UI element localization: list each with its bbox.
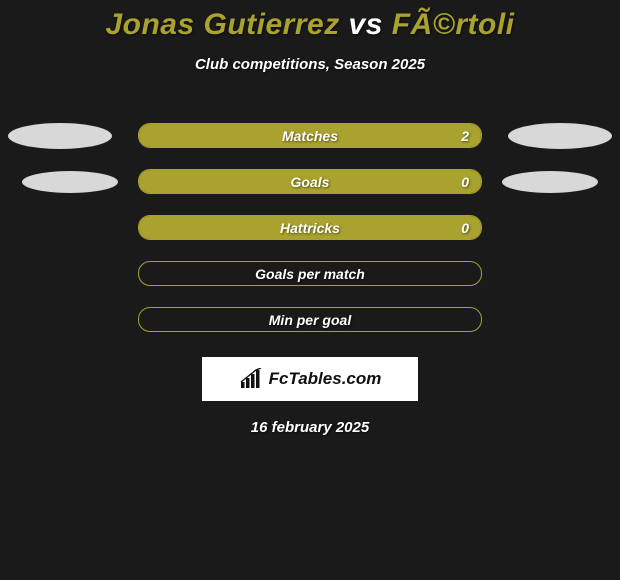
title-vs: vs bbox=[340, 8, 392, 41]
page-title: Jonas Gutierrez vs FÃ©rtoli bbox=[0, 8, 620, 42]
brand-text: FcTables.com bbox=[269, 369, 382, 389]
stat-row: Goals per match bbox=[0, 255, 620, 301]
stat-bar: Min per goal bbox=[138, 307, 482, 332]
chart-icon bbox=[239, 368, 265, 390]
stat-bar: Goals0 bbox=[138, 169, 482, 194]
stat-label: Min per goal bbox=[139, 308, 481, 331]
stat-bar: Goals per match bbox=[138, 261, 482, 286]
stat-label: Matches bbox=[139, 124, 481, 147]
player-left: Jonas Gutierrez bbox=[105, 8, 339, 41]
stat-bar: Matches2 bbox=[138, 123, 482, 148]
player-right: FÃ©rtoli bbox=[392, 8, 515, 41]
stat-label: Hattricks bbox=[139, 216, 481, 239]
stat-label: Goals bbox=[139, 170, 481, 193]
right-value-ellipse bbox=[508, 123, 612, 149]
stat-value-right: 0 bbox=[461, 216, 469, 239]
stat-rows: Matches2Goals0Hattricks0Goals per matchM… bbox=[0, 117, 620, 347]
stat-label: Goals per match bbox=[139, 262, 481, 285]
left-value-ellipse bbox=[8, 123, 112, 149]
stat-bar: Hattricks0 bbox=[138, 215, 482, 240]
stat-value-right: 2 bbox=[461, 124, 469, 147]
stat-value-right: 0 bbox=[461, 170, 469, 193]
subtitle: Club competitions, Season 2025 bbox=[0, 56, 620, 73]
stat-row: Min per goal bbox=[0, 301, 620, 347]
right-value-ellipse bbox=[502, 171, 598, 193]
stats-card: Jonas Gutierrez vs FÃ©rtoli Club competi… bbox=[0, 0, 620, 436]
stat-row: Hattricks0 bbox=[0, 209, 620, 255]
brand-badge: FcTables.com bbox=[202, 357, 418, 401]
date-label: 16 february 2025 bbox=[0, 419, 620, 436]
left-value-ellipse bbox=[22, 171, 118, 193]
stat-row: Matches2 bbox=[0, 117, 620, 163]
stat-row: Goals0 bbox=[0, 163, 620, 209]
